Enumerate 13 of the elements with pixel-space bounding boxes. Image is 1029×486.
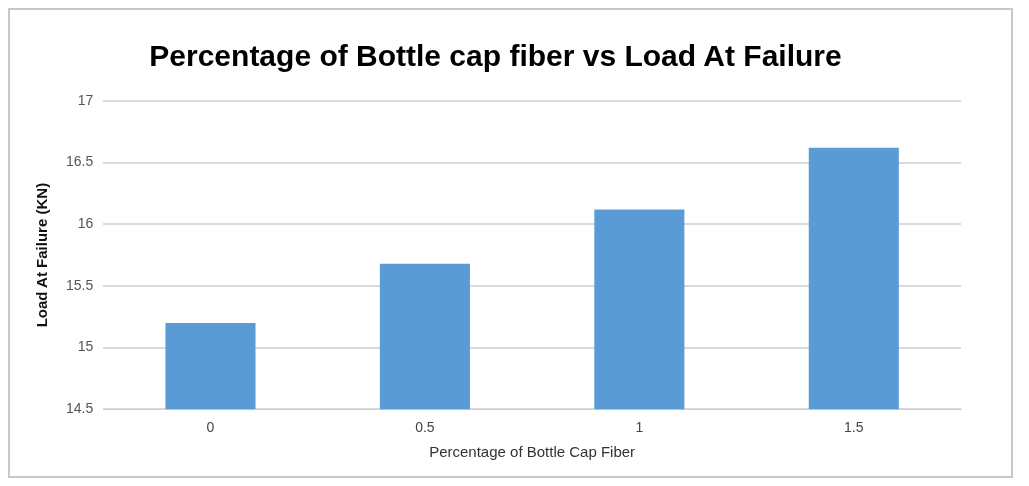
x-tick-label: 1.5 — [844, 419, 864, 436]
y-axis-title: Load At Failure (KN) — [33, 182, 51, 328]
x-tick-label: 1 — [635, 419, 644, 436]
x-axis-title: Percentage of Bottle Cap Fiber — [429, 443, 636, 461]
chart-title: Percentage of Bottle cap fiber vs Load At Failure — [149, 39, 842, 73]
x-tick-label: 0 — [206, 419, 215, 436]
y-tick-label: 15.5 — [66, 276, 94, 293]
y-tick-label: 16.5 — [66, 153, 94, 170]
y-tick-label: 14.5 — [66, 400, 94, 417]
y-tick-label: 17 — [77, 91, 94, 108]
y-tick-label: 16 — [77, 215, 94, 232]
x-tick-label: 0.5 — [415, 419, 435, 436]
y-tick-label: 15 — [77, 338, 94, 355]
